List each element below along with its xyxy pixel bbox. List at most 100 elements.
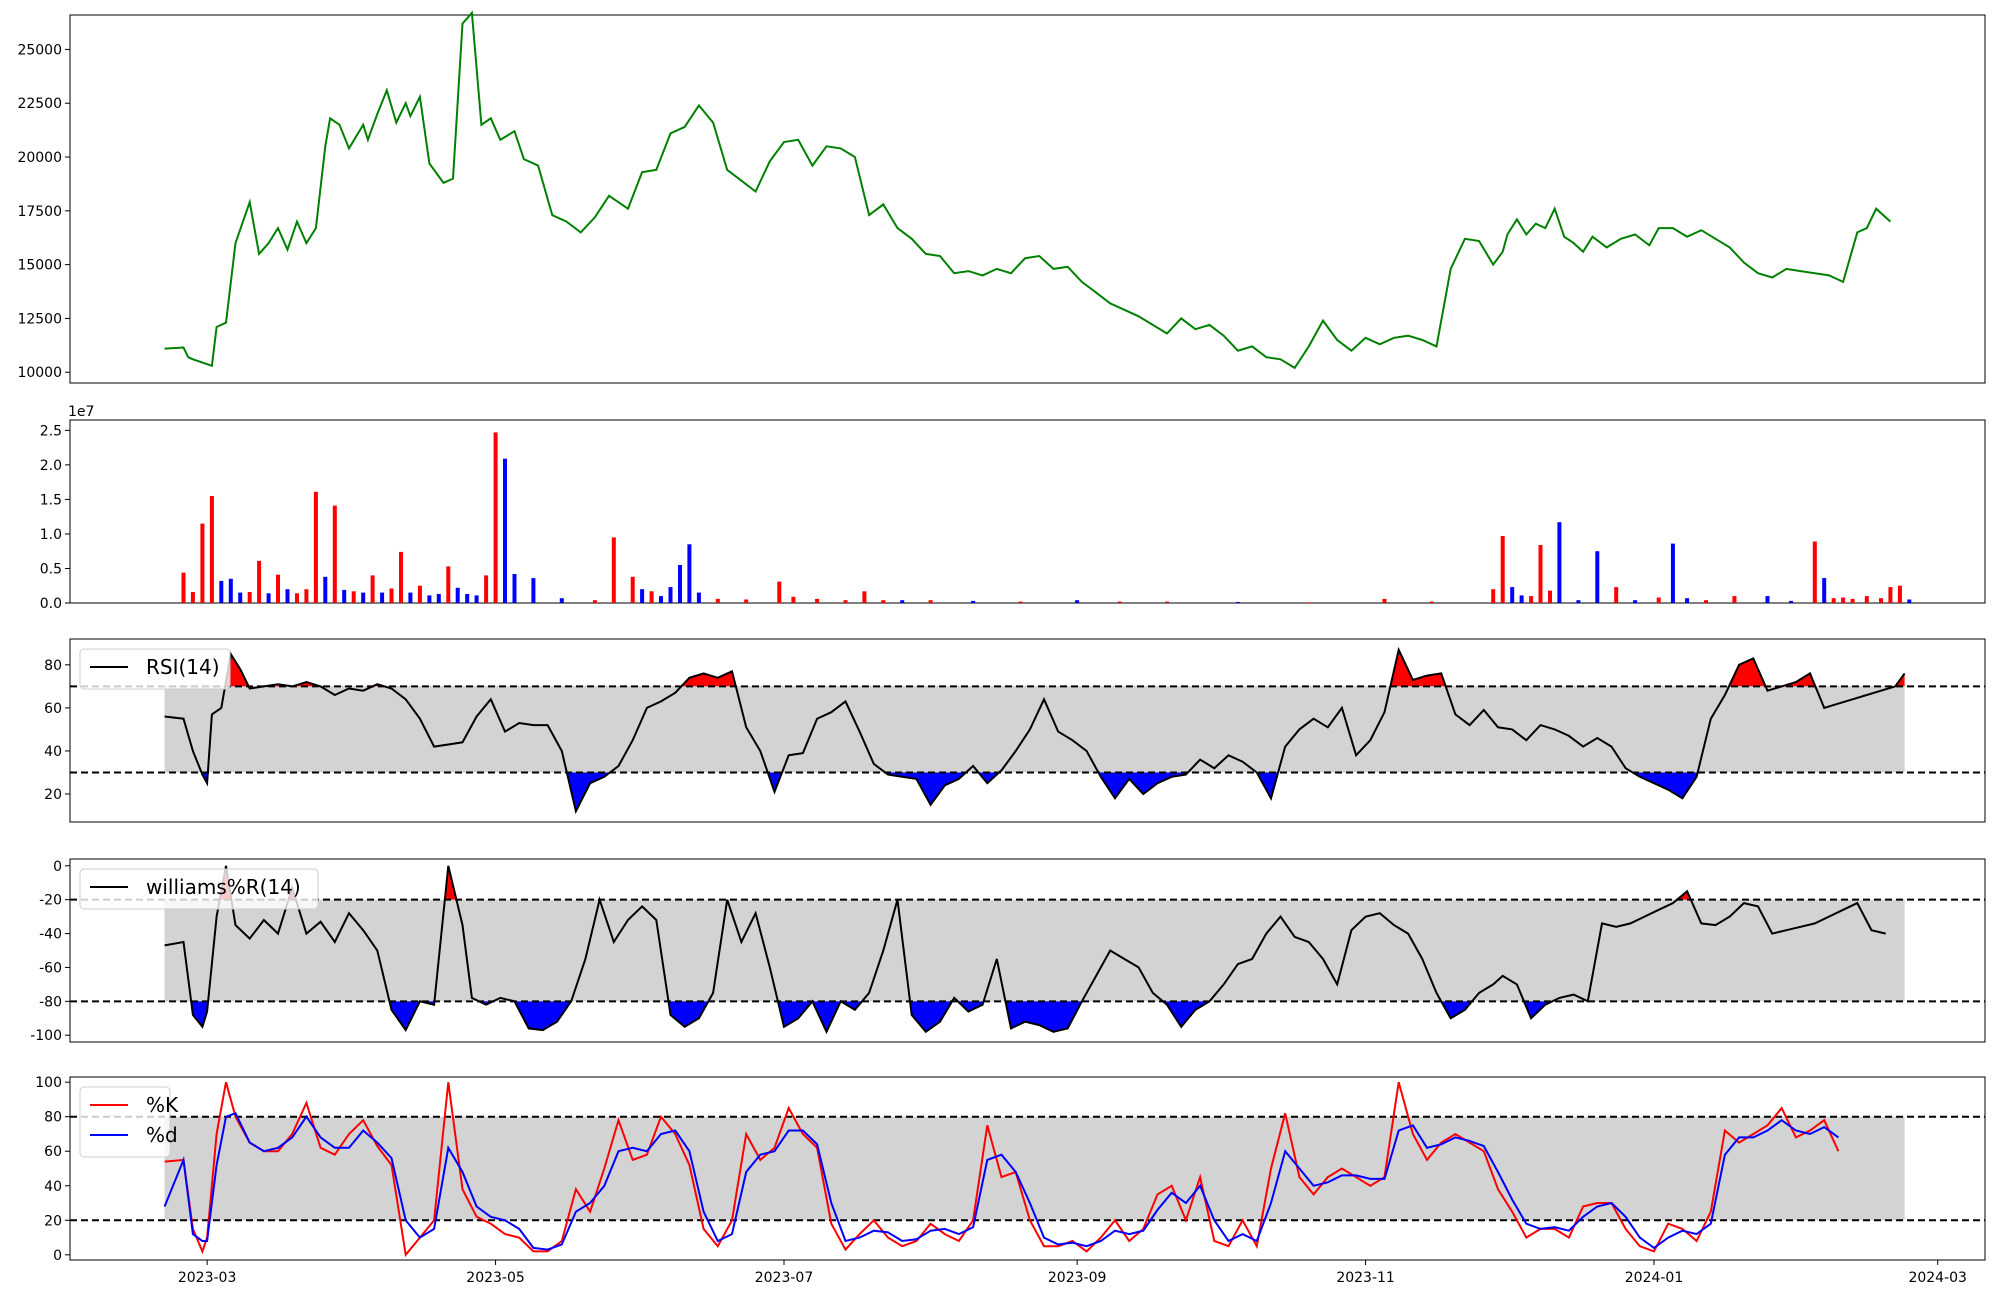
- y-tick-label: 10000: [17, 365, 62, 381]
- volume-bar: [881, 600, 886, 603]
- volume-bar: [777, 581, 782, 603]
- volume-bar: [342, 589, 347, 603]
- panel-frame: [69, 14, 1986, 384]
- volume-bar: [247, 592, 252, 603]
- volume-bar: [668, 587, 673, 603]
- volume-bar: [1850, 598, 1855, 603]
- volume-bar: [1018, 601, 1023, 603]
- legend-label: %d: [146, 1123, 178, 1147]
- volume-bar: [465, 594, 470, 603]
- volume-bar: [815, 598, 820, 603]
- volume-bar: [361, 592, 366, 603]
- y-tick-label: 25000: [17, 42, 62, 58]
- volume-bar: [559, 598, 564, 603]
- panel-frame: [69, 858, 1986, 1043]
- price-line: [164, 10, 1892, 370]
- panel-frame: [69, 638, 1986, 823]
- y-tick-label: 60: [44, 1144, 62, 1160]
- volume-bar: [200, 523, 205, 603]
- volume-bar: [592, 600, 597, 603]
- volume-bar: [323, 576, 328, 603]
- volume-bar: [1831, 598, 1836, 603]
- williams-r-panel: 0 -20 -40 -60 -80 -100 williams%R(14): [30, 858, 1986, 1044]
- volume-bar: [389, 588, 394, 603]
- volume-bar: [1595, 551, 1600, 603]
- volume-bar: [649, 591, 654, 603]
- volume-bar: [791, 596, 796, 603]
- volume-bar: [640, 589, 645, 603]
- volume-bar: [295, 593, 299, 603]
- volume-bar: [1500, 536, 1505, 603]
- legend-label: williams%R(14): [146, 875, 301, 899]
- volume-bar: [1685, 598, 1690, 603]
- volume-bar: [630, 576, 635, 603]
- volume-bar: [1529, 596, 1534, 603]
- date-x-axis: 2023-03 2023-05 2023-07 2023-09 2023-11 2024-…: [178, 1260, 1967, 1286]
- neutral-band: [164, 899, 1905, 1002]
- volume-bar: [659, 596, 663, 603]
- volume-bar: [408, 592, 413, 603]
- volume-bar: [1633, 600, 1638, 603]
- y-tick-label: -80: [39, 994, 62, 1010]
- y-tick-label: -20: [39, 893, 62, 909]
- volume-bar: [266, 593, 271, 603]
- volume-bar: [484, 575, 489, 603]
- y-tick-label: -100: [30, 1028, 62, 1044]
- percent-d-line: [163, 1112, 1839, 1251]
- neutral-band: [164, 686, 1905, 773]
- volume-bar: [928, 600, 933, 603]
- volume-bar: [446, 566, 451, 603]
- oversold-fill: [191, 1001, 1553, 1032]
- volume-bar: [285, 589, 290, 603]
- volume-bar: [276, 574, 280, 603]
- volume-bar: [257, 560, 262, 603]
- y-tick-label: 1.0: [40, 527, 62, 543]
- volume-bar: [1888, 587, 1893, 603]
- volume-bar: [1491, 589, 1496, 603]
- volume-bar: [900, 600, 905, 603]
- y-tick-label: 0.0: [40, 596, 62, 612]
- volume-bar: [1812, 541, 1817, 603]
- overbought-fill: [225, 649, 1905, 687]
- stochastic-panel: 0 20 40 60 80 100 %K %d: [35, 1075, 1986, 1264]
- panel-frame: [69, 1076, 1986, 1261]
- volume-bar: [219, 580, 224, 603]
- volume-bar: [1822, 578, 1827, 603]
- volume-bar: [1429, 601, 1434, 603]
- volume-bar: [1510, 587, 1515, 603]
- williams-r-line: [164, 865, 1886, 1035]
- volume-bar: [715, 598, 720, 603]
- y-tick-label: 1.5: [40, 492, 62, 508]
- y-tick-label: 0: [53, 859, 62, 875]
- volume-bar: [1117, 601, 1122, 603]
- rsi-panel: 20 40 60 80 RSI(14): [44, 638, 1986, 823]
- volume-bar: [436, 594, 441, 603]
- volume-bar: [1670, 543, 1675, 603]
- volume-bar: [1548, 590, 1552, 603]
- volume-bar: [190, 592, 195, 603]
- legend-box: [79, 648, 231, 690]
- x-tick-label: 2023-03: [178, 1270, 237, 1286]
- price-panel: 10000 12500 15000 17500 20000 22500 25000: [17, 10, 1986, 384]
- volume-bar: [209, 496, 214, 603]
- y-tick-label: 20: [44, 1213, 62, 1229]
- volume-bar: [1789, 600, 1794, 603]
- y-tick-label: 15000: [17, 258, 62, 274]
- volume-bar: [455, 587, 460, 603]
- volume-bar: [687, 544, 692, 603]
- y-tick-label: 17500: [17, 204, 62, 220]
- y-tick-label: 0: [53, 1248, 62, 1264]
- volume-bar: [1075, 600, 1080, 603]
- x-tick-label: 2023-09: [1048, 1270, 1107, 1286]
- volume-bar: [1235, 602, 1240, 603]
- y-tick-label: 80: [44, 658, 62, 674]
- panel-frame: [69, 419, 1986, 604]
- y-tick-label: 12500: [17, 311, 62, 327]
- volume-bar: [370, 575, 375, 603]
- rsi-line: [164, 646, 1906, 815]
- volume-bar: [1879, 598, 1883, 603]
- volume-bar: [1165, 601, 1169, 603]
- x-tick-label: 2023-05: [466, 1270, 525, 1286]
- volume-bar: [1897, 585, 1902, 603]
